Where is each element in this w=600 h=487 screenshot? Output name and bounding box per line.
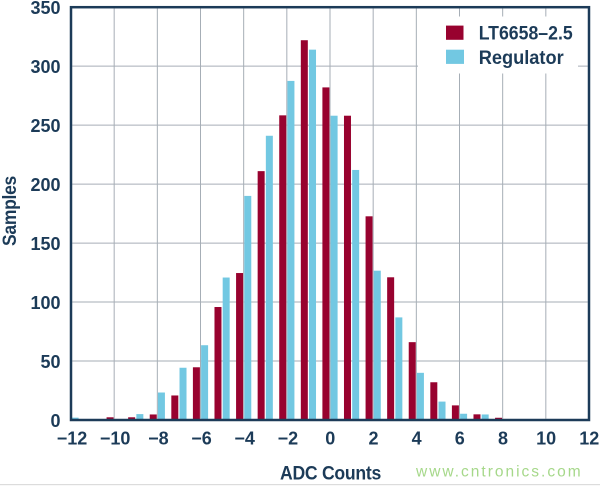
svg-text:LT6658–2.5: LT6658–2.5 [479,23,573,45]
svg-text:350: 350 [30,0,60,18]
svg-text:0: 0 [325,429,335,449]
svg-text:0: 0 [50,411,60,431]
svg-text:300: 300 [30,57,60,77]
svg-text:2: 2 [368,429,378,449]
svg-text:−8: −8 [148,429,169,449]
svg-text:−4: −4 [234,429,255,449]
svg-text:4: 4 [412,429,422,449]
svg-text:250: 250 [30,116,60,136]
svg-text:www.cntronics.com: www.cntronics.com [415,463,583,480]
svg-text:50: 50 [40,352,60,372]
svg-text:150: 150 [30,234,60,254]
svg-text:10: 10 [536,429,556,449]
svg-text:Regulator: Regulator [479,47,564,69]
svg-text:−10: −10 [100,429,131,449]
svg-text:12: 12 [579,429,599,449]
svg-text:−2: −2 [278,429,299,449]
svg-text:6: 6 [455,429,465,449]
svg-text:Samples: Samples [0,176,21,246]
svg-text:ADC Counts: ADC Counts [280,464,381,485]
svg-text:−12: −12 [57,429,88,449]
svg-text:200: 200 [30,175,60,195]
svg-text:100: 100 [30,293,60,313]
svg-text:8: 8 [498,429,508,449]
svg-text:−6: −6 [191,429,212,449]
